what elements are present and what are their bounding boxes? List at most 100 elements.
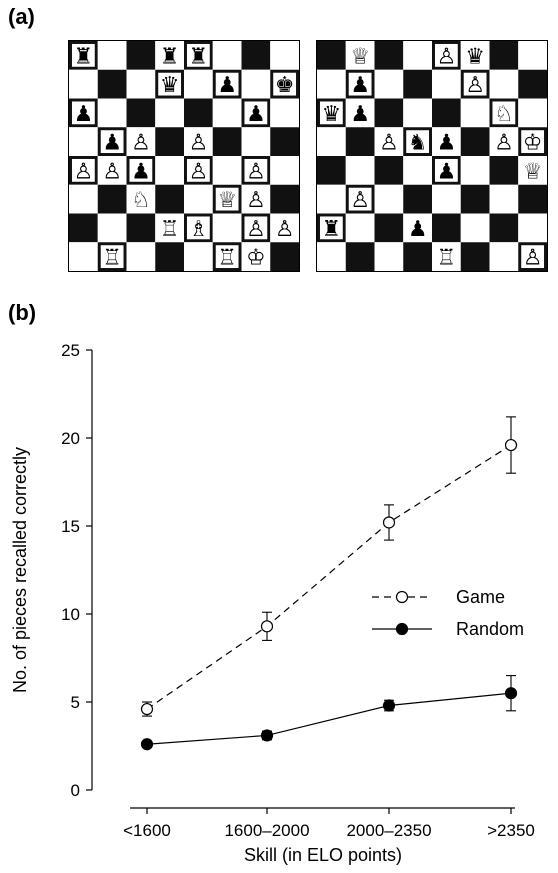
chess-piece: ♟ (217, 73, 237, 98)
chess-piece: ♙ (275, 217, 295, 242)
piece-backdrop (273, 216, 297, 240)
chess-piece: ♟ (437, 131, 457, 156)
dark-square (489, 156, 519, 185)
chart-marks (140, 416, 518, 751)
light-square (317, 242, 346, 271)
piece-backdrop (492, 130, 516, 154)
piece-backdrop (100, 158, 124, 182)
light-square (403, 98, 432, 128)
dark-square (97, 69, 127, 99)
data-point-game (140, 702, 154, 716)
chess-piece: ♗ (189, 217, 209, 242)
dark-square (155, 184, 184, 214)
piece-backdrop (319, 101, 343, 125)
piece-backdrop (521, 158, 545, 182)
y-tick-label: 25 (61, 341, 80, 360)
dark-square (460, 184, 490, 214)
light-square (270, 156, 299, 185)
data-point-random (504, 687, 518, 700)
light-square (345, 213, 375, 243)
dark-square (270, 127, 299, 156)
light-square (155, 98, 184, 128)
legend-marker (395, 622, 409, 636)
light-square (97, 98, 127, 128)
light-square (241, 69, 271, 99)
y-tick-label: 15 (61, 517, 80, 536)
light-square (403, 41, 432, 70)
dark-square (69, 213, 98, 243)
chess-piece: ♚ (275, 73, 295, 98)
dark-square (403, 242, 432, 271)
piece-backdrop (244, 158, 268, 182)
piece-backdrop (100, 130, 124, 154)
x-axis-title: Skill (in ELO points) (244, 845, 402, 865)
chart-legend: Game Random (372, 587, 524, 639)
piece-backdrop (348, 101, 372, 125)
piece-backdrop (348, 43, 372, 67)
dark-square (212, 127, 242, 156)
chess-piece: ♜ (74, 44, 94, 69)
chess-piece: ♟ (437, 159, 457, 184)
piece-backdrop (129, 187, 153, 211)
piece-backdrop (71, 158, 95, 182)
piece-backdrop (319, 216, 343, 240)
light-square (69, 69, 98, 99)
dark-square (270, 184, 299, 214)
dark-square (345, 242, 375, 271)
y-tick-label: 5 (71, 693, 80, 712)
light-square (270, 41, 299, 70)
light-square (489, 184, 519, 214)
dark-square (126, 98, 156, 128)
light-square (184, 242, 213, 271)
piece-backdrop (158, 43, 182, 67)
light-square (212, 98, 242, 128)
chess-piece: ♙ (523, 246, 543, 271)
piece-backdrop (215, 187, 239, 211)
x-tick-label: <1600 (123, 821, 171, 840)
chess-piece: ♞ (408, 131, 428, 156)
light-square (374, 69, 404, 99)
chess-piece: ♖ (437, 246, 457, 271)
dark-square (155, 127, 184, 156)
y-tick-label: 20 (61, 429, 80, 448)
dark-square (270, 242, 299, 271)
chess-piece: ♘ (131, 188, 151, 213)
piece-backdrop (186, 158, 210, 182)
chess-piece: ♖ (160, 217, 180, 242)
chess-piece: ♙ (131, 131, 151, 156)
piece-backdrop (71, 101, 95, 125)
chess-piece: ♕ (350, 44, 370, 69)
light-square (69, 127, 98, 156)
chess-piece: ♔ (523, 131, 543, 156)
dark-square (374, 213, 404, 243)
panel-a-label: (a) (8, 4, 35, 29)
x-tick-label: 1600–2000 (224, 821, 309, 840)
piece-backdrop (273, 72, 297, 96)
piece-backdrop (244, 245, 268, 269)
chess-piece: ♙ (465, 73, 485, 98)
piece-backdrop (158, 216, 182, 240)
dark-square (126, 213, 156, 243)
chess-piece: ♙ (246, 159, 266, 184)
chess-piece: ♙ (189, 159, 209, 184)
light-square (97, 213, 127, 243)
piece-backdrop (434, 158, 458, 182)
dark-square (317, 156, 346, 185)
piece-backdrop (129, 158, 153, 182)
light-square (155, 156, 184, 185)
dark-square (403, 69, 432, 99)
piece-backdrop (377, 130, 401, 154)
dark-square (97, 184, 127, 214)
light-square (345, 156, 375, 185)
dark-square (432, 213, 461, 243)
piece-backdrop (100, 245, 124, 269)
dark-square (518, 69, 547, 99)
piece-backdrop (434, 130, 458, 154)
light-square (518, 41, 547, 70)
recall-line-chart: 0 5 10 15 20 25 <1600 1600–2000 2000–2350 >2350 S… (10, 341, 535, 865)
x-tick-label: 2000–2350 (346, 821, 431, 840)
chessboard-game-svg: ♜ ♜ ♜ ♛ ♟ ♚ ♟ ♟ ♟ ♙ ♙ ♙ ♙ ♟ ♙ ♙ ♘ ♕ ♙ ♖ ♗ ♙ ♙ ♖ ♖ ♔ (69, 41, 299, 271)
light-square (317, 69, 346, 99)
dark-square (403, 184, 432, 214)
chess-piece: ♟ (350, 73, 370, 98)
